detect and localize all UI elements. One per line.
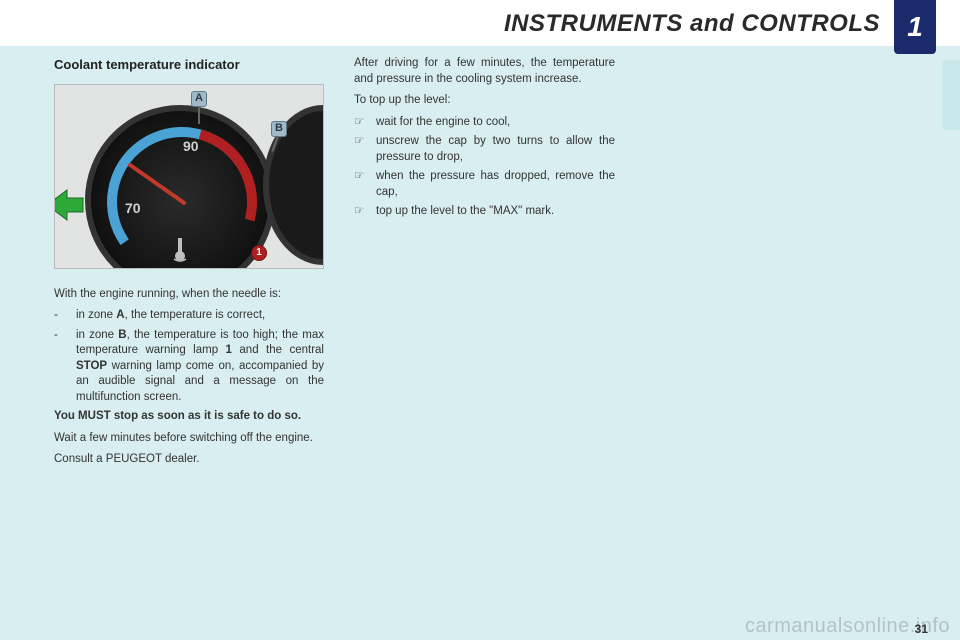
gauge-dial: 70 90 [85,105,275,269]
gauge-tick-70: 70 [125,199,141,218]
list-item: - in zone B, the temperature is too high… [54,328,324,406]
chapter-number: 1 [907,11,923,43]
side-tab [942,60,960,130]
intro-text-2: After driving for a few minutes, the tem… [354,56,615,87]
list-text: in zone A, the temperature is correct, [76,308,324,324]
hand-bullet: ☞ [354,134,376,165]
list-text: unscrew the cap by two turns to allow th… [376,134,615,165]
hand-bullet: ☞ [354,115,376,131]
content-area: Coolant temperature indicator 70 90 A [54,56,906,620]
list-text: wait for the engine to cool, [376,115,615,131]
dash-bullet: - [54,328,76,406]
gauge-tick-90: 90 [183,137,199,156]
list-text: in zone B, the temperature is too high; … [76,328,324,406]
list-text: top up the level to the "MAX" mark. [376,204,615,220]
hand-bullet: ☞ [354,169,376,200]
callout-1: 1 [251,245,267,261]
list-item: - in zone A, the temperature is correct, [54,308,324,324]
chapter-badge: 1 [894,0,936,54]
consult-text: Consult a PEUGEOT dealer. [54,452,324,468]
intro-text: With the engine running, when the needle… [54,287,324,303]
wait-text: Wait a few minutes before switching off … [54,431,324,447]
column-left: Coolant temperature indicator 70 90 A [54,56,324,620]
list-item: ☞ top up the level to the "MAX" mark. [354,204,615,220]
list-item: ☞ wait for the engine to cool, [354,115,615,131]
watermark: carmanualsonline.info [745,615,950,638]
turn-signal-icon [54,187,85,223]
dash-bullet: - [54,308,76,324]
list-text: when the pressure has dropped, remove th… [376,169,615,200]
hand-bullet: ☞ [354,204,376,220]
page: INSTRUMENTS and CONTROLS 1 Coolant tempe… [0,0,960,640]
column-spacer [645,56,906,620]
column-right: After driving for a few minutes, the tem… [354,56,615,620]
list-item: ☞ when the pressure has dropped, remove … [354,169,615,200]
warning-text: You MUST stop as soon as it is safe to d… [54,409,324,425]
list-item: ☞ unscrew the cap by two turns to allow … [354,134,615,165]
section-heading: Coolant temperature indicator [54,56,324,74]
callout-a: A [191,91,207,107]
page-header: INSTRUMENTS and CONTROLS [504,10,880,38]
callout-b: B [271,121,287,137]
thermometer-icon [171,237,189,263]
gauge-illustration: 70 90 A B 1 [54,84,324,269]
topup-text: To top up the level: [354,93,615,109]
